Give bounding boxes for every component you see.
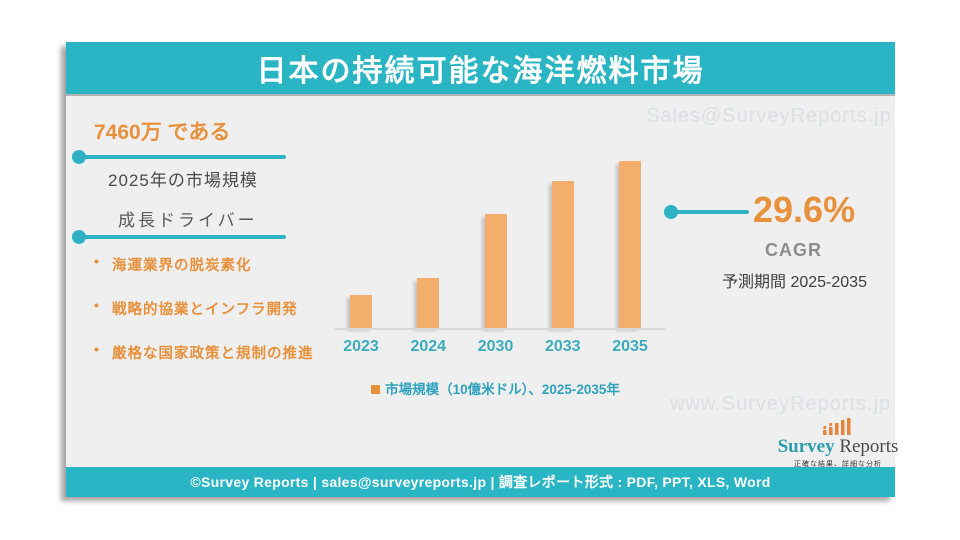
watermark-bottom: www.SurveyReports.jp bbox=[670, 393, 892, 415]
cagr-accent-line bbox=[672, 210, 749, 214]
bar-label-2023: 2023 bbox=[343, 338, 379, 355]
chart-legend: 市場規模（10億米ドル）、2025-2035年 bbox=[328, 378, 663, 398]
bar-group: 2033 bbox=[540, 161, 586, 355]
drivers-heading: 成長ドライバー bbox=[118, 211, 258, 230]
infographic-card: 日本の持続可能な海洋燃料市場 Sales@SurveyReports.jp 74… bbox=[66, 42, 898, 497]
title-banner: 日本の持続可能な海洋燃料市場 bbox=[66, 42, 895, 94]
forecast-period: 予測期間 2025-2035 bbox=[722, 274, 867, 291]
bar-group: 2023 bbox=[338, 161, 384, 355]
page-title: 日本の持続可能な海洋燃料市場 bbox=[256, 55, 705, 88]
logo-word-primary: Survey bbox=[777, 436, 835, 457]
driver-item: 厳格な国家政策と規制の推進 bbox=[90, 341, 314, 363]
survey-reports-logo: Survey Reports 正確な結果、詳細な分析 bbox=[730, 418, 946, 469]
footer-text: ©Survey Reports | sales@surveyreports.jp… bbox=[190, 474, 771, 490]
bar-group: 2035 bbox=[607, 161, 653, 355]
footer-bar: ©Survey Reports | sales@surveyreports.jp… bbox=[66, 467, 895, 497]
bar-2035 bbox=[619, 161, 641, 328]
bar-chart: 2023 2024 2030 2033 2035 bbox=[338, 161, 653, 355]
accent-dot-1 bbox=[72, 150, 86, 164]
bar-label-2035: 2035 bbox=[612, 338, 648, 355]
logo-tagline: 正確な結果、詳細な分析 bbox=[794, 461, 882, 468]
driver-item: 海運業界の脱炭素化 bbox=[90, 253, 314, 275]
x-axis-line bbox=[335, 328, 665, 330]
market-value-headline: 7460万 である bbox=[94, 121, 231, 144]
watermark-top: Sales@SurveyReports.jp bbox=[646, 105, 892, 127]
bar-2030 bbox=[484, 214, 507, 328]
bar-chart-icon bbox=[823, 418, 851, 435]
accent-line-2 bbox=[78, 235, 286, 239]
cagr-accent-dot bbox=[664, 205, 678, 219]
logo-word-secondary: Reports bbox=[834, 436, 899, 457]
drivers-list: 海運業界の脱炭素化 戦略的協業とインフラ開発 厳格な国家政策と規制の推進 bbox=[90, 253, 314, 386]
cagr-label: CAGR bbox=[765, 240, 822, 260]
driver-item: 戦略的協業とインフラ開発 bbox=[90, 297, 314, 319]
bar-group: 2030 bbox=[473, 161, 519, 355]
bar-2033 bbox=[551, 181, 574, 328]
logo-name: Survey Reports bbox=[730, 436, 946, 458]
legend-label: 市場規模（10億米ドル）、2025-2035年 bbox=[385, 382, 620, 397]
bar-group: 2024 bbox=[405, 161, 451, 355]
accent-dot-2 bbox=[72, 230, 86, 244]
accent-line-1 bbox=[78, 155, 286, 159]
bar-2024 bbox=[417, 278, 440, 328]
bar-2023 bbox=[350, 295, 372, 328]
cagr-value: 29.6% bbox=[753, 189, 856, 230]
bar-label-2033: 2033 bbox=[544, 338, 581, 355]
legend-swatch-icon bbox=[371, 385, 381, 394]
market-value-caption: 2025年の市場規模 bbox=[108, 171, 258, 190]
bar-label-2024: 2024 bbox=[410, 338, 447, 355]
bar-label-2030: 2030 bbox=[477, 338, 514, 355]
